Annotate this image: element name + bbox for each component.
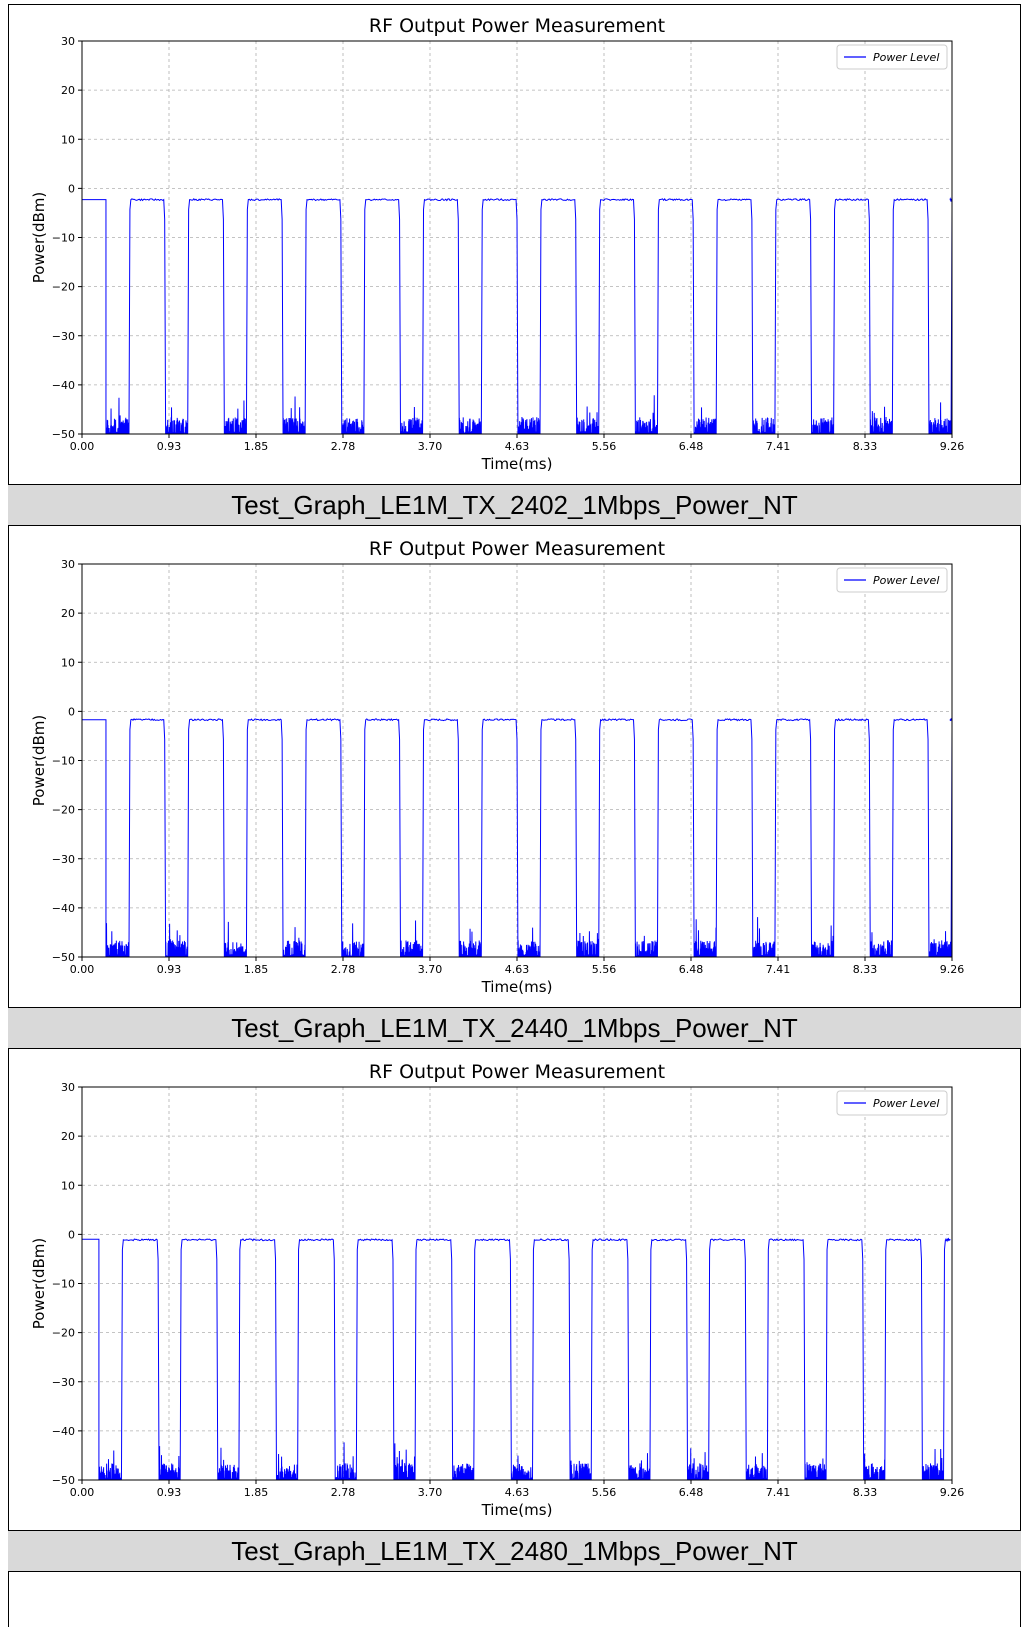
x-tick-label: 9.26 <box>940 1486 965 1499</box>
chart-caption: Test_Graph_LE1M_TX_2440_1Mbps_Power_NT <box>8 1007 1021 1049</box>
x-tick-label: 0.00 <box>70 963 95 976</box>
legend: Power Level <box>836 567 948 593</box>
legend-label: Power Level <box>873 1097 939 1110</box>
y-tick-label: 10 <box>61 1179 75 1192</box>
x-axis-label: Time(ms) <box>481 1501 553 1519</box>
legend-box <box>836 1090 948 1116</box>
power-chart-2402: RF Output Power Measurement 0.00 0.93 1.85 2… <box>30 15 965 473</box>
x-tick-label: 8.33 <box>853 963 878 976</box>
series-line-power-level <box>82 197 952 434</box>
x-tick-label: 4.63 <box>505 1486 530 1499</box>
legend-box <box>836 567 948 593</box>
legend-label: Power Level <box>873 574 939 587</box>
y-axis-label: Power(dBm) <box>30 1238 48 1329</box>
y-axis-label: Power(dBm) <box>30 715 48 806</box>
x-tick-label: 2.78 <box>331 440 356 453</box>
x-tick-label: 9.26 <box>940 440 965 453</box>
x-tick-label: 7.41 <box>766 1486 791 1499</box>
x-tick-label: 8.33 <box>853 1486 878 1499</box>
y-tick-label: 20 <box>61 84 75 97</box>
x-tick-label: 2.78 <box>331 963 356 976</box>
y-tick-label: 0 <box>68 182 75 195</box>
x-tick-label: 0.00 <box>70 1486 95 1499</box>
x-tick-label: 6.48 <box>679 440 704 453</box>
x-tick-label: 3.70 <box>418 1486 443 1499</box>
y-tick-label: 0 <box>68 1228 75 1241</box>
y-tick-label: −50 <box>52 1474 75 1487</box>
legend: Power Level <box>836 44 948 70</box>
legend-box <box>836 44 948 70</box>
y-tick-label: −10 <box>52 1278 75 1291</box>
x-tick-label: 0.93 <box>157 440 182 453</box>
x-tick-label: 1.85 <box>244 1486 269 1499</box>
x-tick-label: 3.70 <box>418 440 443 453</box>
y-tick-label: 10 <box>61 133 75 146</box>
chart-title: RF Output Power Measurement <box>369 15 665 37</box>
series-line-power-level <box>82 1237 951 1480</box>
x-tick-label: 6.48 <box>679 1486 704 1499</box>
chart-panel-2480: RF Output Power Measurement 0.00 0.93 1.85 2… <box>8 1050 1021 1572</box>
x-tick-label: 2.78 <box>331 1486 356 1499</box>
x-tick-label: 6.48 <box>679 963 704 976</box>
y-tick-label: −30 <box>52 1376 75 1389</box>
y-tick-label: −10 <box>52 232 75 245</box>
chart-caption: Test_Graph_LE1M_TX_2402_1Mbps_Power_NT <box>8 484 1021 526</box>
x-tick-label: 9.26 <box>940 963 965 976</box>
x-tick-label: 7.41 <box>766 963 791 976</box>
y-tick-label: 30 <box>61 35 75 48</box>
y-tick-label: −50 <box>52 428 75 441</box>
chart-title: RF Output Power Measurement <box>369 1061 665 1083</box>
y-tick-label: 0 <box>68 705 75 718</box>
x-tick-label: 3.70 <box>418 963 443 976</box>
y-tick-label: −10 <box>52 755 75 768</box>
y-tick-label: 30 <box>61 1081 75 1094</box>
y-tick-label: −30 <box>52 853 75 866</box>
series-line-power-level <box>82 717 952 957</box>
power-chart-2480: RF Output Power Measurement 0.00 0.93 1.85 2… <box>30 1061 965 1519</box>
x-tick-label: 0.93 <box>157 1486 182 1499</box>
x-tick-label: 7.41 <box>766 440 791 453</box>
y-tick-label: −20 <box>52 281 75 294</box>
x-axis-label: Time(ms) <box>481 978 553 996</box>
y-tick-label: 20 <box>61 1130 75 1143</box>
x-tick-label: 0.00 <box>70 440 95 453</box>
y-tick-label: −40 <box>52 902 75 915</box>
x-tick-label: 5.56 <box>592 963 617 976</box>
y-tick-label: 30 <box>61 558 75 571</box>
legend-label: Power Level <box>873 51 939 64</box>
x-tick-label: 5.56 <box>592 440 617 453</box>
grid <box>82 1087 952 1480</box>
y-axis-label: Power(dBm) <box>30 192 48 283</box>
y-tick-label: −50 <box>52 951 75 964</box>
x-tick-label: 8.33 <box>853 440 878 453</box>
x-axis-label: Time(ms) <box>481 455 553 473</box>
power-chart-2440: RF Output Power Measurement 0.00 0.93 1.85 2… <box>30 538 965 996</box>
y-tick-label: −40 <box>52 379 75 392</box>
x-tick-label: 1.85 <box>244 440 269 453</box>
x-tick-label: 5.56 <box>592 1486 617 1499</box>
y-tick-label: −30 <box>52 330 75 343</box>
x-tick-label: 0.93 <box>157 963 182 976</box>
x-tick-label: 4.63 <box>505 440 530 453</box>
chart-title: RF Output Power Measurement <box>369 538 665 560</box>
legend: Power Level <box>836 1090 948 1116</box>
x-tick-label: 1.85 <box>244 963 269 976</box>
x-tick-label: 4.63 <box>505 963 530 976</box>
y-tick-label: −40 <box>52 1425 75 1438</box>
chart-caption: Test_Graph_LE1M_TX_2480_1Mbps_Power_NT <box>8 1530 1021 1572</box>
chart-panel-2402: RF Output Power Measurement 0.00 0.93 1.85 2… <box>8 4 1021 526</box>
y-tick-label: 10 <box>61 656 75 669</box>
y-tick-label: −20 <box>52 1327 75 1340</box>
y-tick-label: −20 <box>52 804 75 817</box>
y-tick-label: 20 <box>61 607 75 620</box>
chart-panel-2440: RF Output Power Measurement 0.00 0.93 1.85 2… <box>8 527 1021 1049</box>
